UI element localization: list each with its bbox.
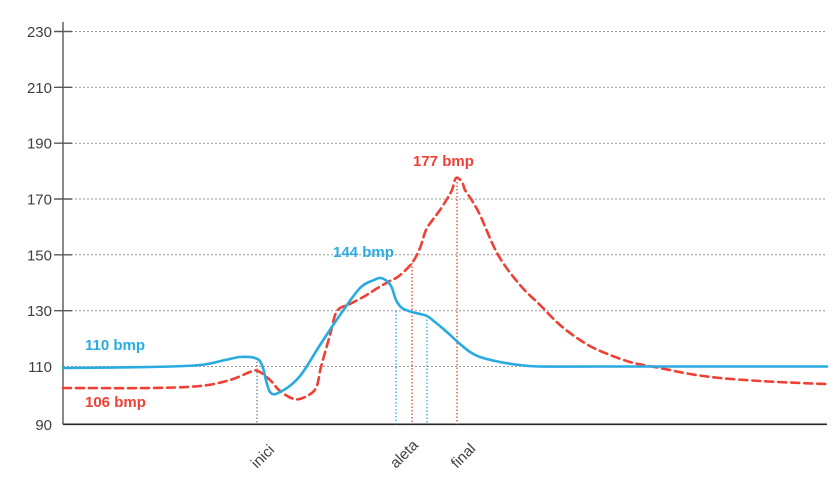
svg-text:106 bmp: 106 bmp: [85, 394, 146, 411]
svg-text:177 bmp: 177 bmp: [413, 153, 474, 170]
svg-text:110 bmp: 110 bmp: [85, 337, 145, 354]
svg-text:210: 210: [27, 80, 52, 97]
svg-text:inici: inici: [248, 442, 278, 472]
svg-text:150: 150: [27, 247, 52, 264]
svg-text:170: 170: [27, 192, 52, 209]
svg-text:90: 90: [35, 417, 52, 434]
svg-text:190: 190: [27, 136, 52, 153]
svg-text:144 bmp: 144 bmp: [333, 244, 394, 261]
svg-text:130: 130: [27, 303, 52, 320]
svg-text:final: final: [448, 440, 479, 471]
svg-text:aleta: aleta: [387, 436, 422, 471]
svg-text:110: 110: [28, 359, 52, 376]
svg-text:230: 230: [27, 24, 52, 41]
